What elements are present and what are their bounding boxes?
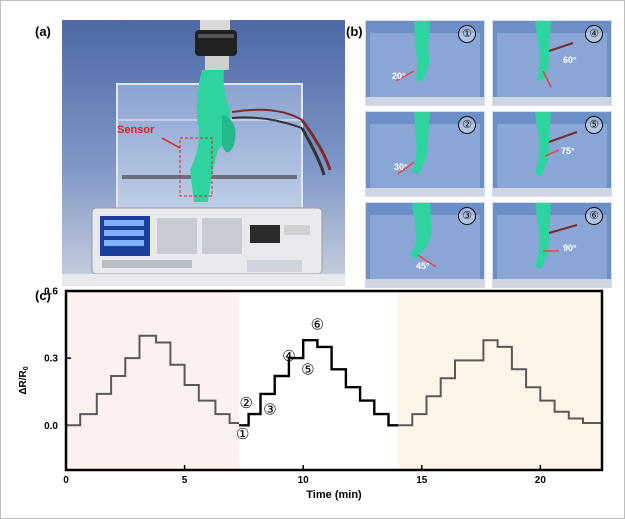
sensor-label: Sensor	[117, 124, 155, 136]
step-annotation-2: ②	[240, 395, 253, 412]
series-line-1	[66, 334, 240, 427]
shaded-region-2	[398, 291, 602, 470]
step-number-1: ①	[458, 25, 476, 43]
photo-experimental-setup: Sensor	[62, 20, 345, 286]
y-tick-label: 0.6	[44, 287, 58, 298]
series-line-3	[398, 339, 602, 427]
step-number-5: ⑤	[585, 116, 603, 134]
bending-angle-grid: ① 20° ② 30° ③ 45° ④ 60° ⑤ 75° ⑥ 90°	[365, 20, 612, 288]
panel-photo-6	[493, 203, 611, 287]
step-number-2: ②	[458, 116, 476, 134]
angle-panel-3: ③ 45°	[365, 202, 485, 288]
step-number-4: ④	[585, 25, 603, 43]
angle-panel-1: ① 20°	[365, 20, 485, 106]
angle-panel-6: ⑥ 90°	[492, 202, 612, 288]
chart-axis-frame	[64, 289, 604, 472]
y-axis-label: ΔR/R0	[18, 366, 30, 394]
panel-photo-3	[366, 203, 484, 287]
shaded-region-1	[66, 291, 240, 470]
step-annotation-4: ④	[282, 348, 295, 365]
angle-label-3: 45°	[416, 261, 430, 271]
panel-label-b: (b)	[346, 24, 363, 39]
angle-label-6: 90°	[563, 243, 577, 253]
x-tick-label: 20	[535, 475, 547, 486]
step-number-6: ⑥	[585, 207, 603, 225]
panel-photo-4	[493, 21, 611, 105]
angle-label-1: 20°	[392, 71, 406, 81]
y-tick-label: 0.3	[44, 354, 58, 365]
angle-label-2: 30°	[394, 162, 408, 172]
step-annotation-1: ①	[236, 426, 249, 443]
x-axis-label: Time (min)	[306, 489, 362, 501]
step-annotation-3: ③	[263, 402, 276, 419]
angle-panel-4: ④ 60°	[492, 20, 612, 106]
panel-photo-1	[366, 21, 484, 105]
step-number-3: ③	[458, 207, 476, 225]
step-annotation-5: ⑤	[301, 361, 314, 378]
angle-panel-2: ② 30°	[365, 111, 485, 197]
resistance-chart: 0 5 10 15 20 0.0 0.3 0.6 ① ② ③ ④⑤ ⑥ Time (min) ΔR/R…	[18, 287, 604, 501]
x-tick-label: 10	[298, 475, 310, 486]
angle-label-5: 75°	[561, 146, 575, 156]
series-line-2	[239, 339, 398, 427]
angle-label-4: 60°	[563, 55, 577, 65]
y-tick-label: 0.0	[44, 421, 58, 432]
x-tick-label: 15	[416, 475, 428, 486]
x-tick-label: 0	[63, 475, 69, 486]
setup-illustration	[62, 20, 345, 286]
x-tick-label: 5	[182, 475, 188, 486]
panel-label-a: (a)	[35, 24, 51, 39]
panel-label-c: (c)	[35, 288, 51, 303]
angle-panel-5: ⑤ 75°	[492, 111, 612, 197]
step-annotation-6: ⑥	[311, 317, 324, 334]
